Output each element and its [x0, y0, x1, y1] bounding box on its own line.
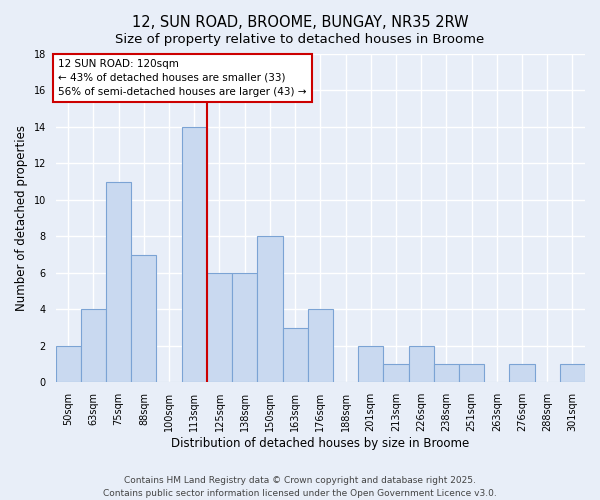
Bar [283, 328, 308, 382]
Bar [56, 346, 81, 383]
Bar [509, 364, 535, 382]
Bar [131, 254, 157, 382]
Text: Contains HM Land Registry data © Crown copyright and database right 2025.
Contai: Contains HM Land Registry data © Crown c… [103, 476, 497, 498]
Bar [560, 364, 585, 382]
Bar [232, 273, 257, 382]
Text: 12 SUN ROAD: 120sqm
← 43% of detached houses are smaller (33)
56% of semi-detach: 12 SUN ROAD: 120sqm ← 43% of detached ho… [58, 59, 307, 97]
Bar [409, 346, 434, 383]
Bar [358, 346, 383, 383]
Bar [257, 236, 283, 382]
Bar [383, 364, 409, 382]
Bar [81, 310, 106, 382]
Bar [308, 310, 333, 382]
Bar [207, 273, 232, 382]
Bar [182, 127, 207, 382]
Text: 12, SUN ROAD, BROOME, BUNGAY, NR35 2RW: 12, SUN ROAD, BROOME, BUNGAY, NR35 2RW [131, 15, 469, 30]
X-axis label: Distribution of detached houses by size in Broome: Distribution of detached houses by size … [171, 437, 469, 450]
Bar [434, 364, 459, 382]
Bar [459, 364, 484, 382]
Bar [106, 182, 131, 382]
Text: Size of property relative to detached houses in Broome: Size of property relative to detached ho… [115, 32, 485, 46]
Y-axis label: Number of detached properties: Number of detached properties [15, 125, 28, 311]
